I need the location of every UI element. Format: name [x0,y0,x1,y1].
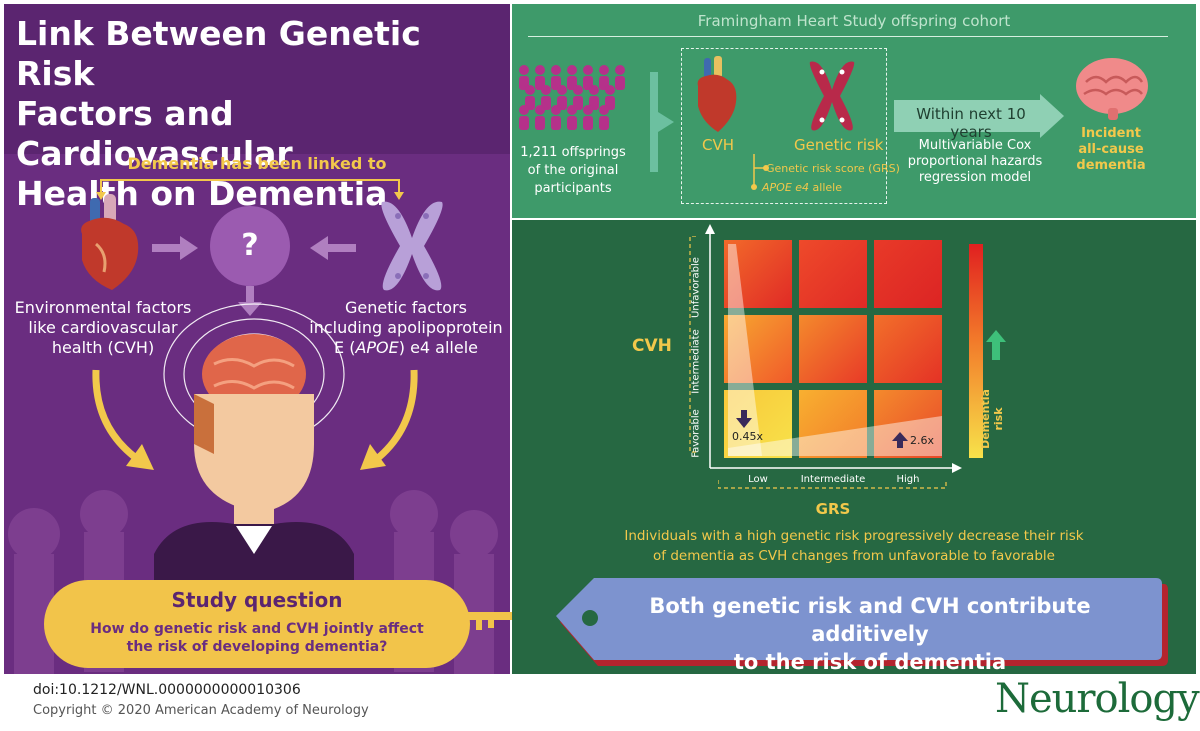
curved-arrow-left [92,369,154,470]
study-design-panel: Framingham Heart Study offspring cohort [512,4,1196,218]
up-arrow-icon [892,432,908,448]
heatmap-cell-high-favorable [874,390,942,458]
study-question-title: Study question [171,588,343,612]
y-tick-favorable: Favorable [690,409,702,458]
heart-icon-small [697,56,737,132]
linked-heading: Dementia has been linked to [4,154,510,173]
heatmap-cell-low-intermediate [724,315,792,383]
apoe-item-rest: allele [809,181,842,194]
heatmap-cell-low-favorable [724,390,792,458]
heart-icon [81,194,139,290]
left-panel: Link Between Genetic Risk Factors and Ca… [4,4,510,674]
model-text: Multivariable Cox proportional hazards r… [907,138,1043,185]
cohort-title: Framingham Heart Study offspring cohort [697,12,1011,30]
journal-name: Neurology [995,676,1200,722]
study-question-box: Study question How do genetic risk and C… [44,580,470,668]
heatmap-cell-high-unfavorable [874,240,942,308]
question-mark: ? [241,228,259,263]
y-tick-unfavorable: Unfavorable [690,257,702,318]
x-tick-low: Low [748,474,768,485]
heatmap-axes [705,224,962,473]
heatmap-cell-intermediate-intermediate [799,315,867,383]
participants-text: 1,211 offsprings of the original partici… [520,145,626,196]
chevron-divider [650,72,674,172]
genetic-risk-tree [751,154,769,190]
heatmap-cell-high-intermediate [874,315,942,383]
neurology-logo: Neurology® [995,676,1200,722]
heatmap-cell-intermediate-unfavorable [799,240,867,308]
arrow-down-icon [238,286,262,316]
cohort-divider [528,36,1168,37]
chromosome-icon-small [809,61,855,131]
arrow-left-icon [310,236,356,260]
cvh-label: CVH [702,136,735,154]
doi-text: doi:10.1212/WNL.0000000000010306 [33,682,301,698]
apoe-item: APOE e4 allele [762,181,842,194]
heatmap-cell-low-unfavorable [724,240,792,308]
genetic-label-post: ) e4 allele [398,338,478,357]
grs-bracket [718,480,947,489]
outcome-text: Incident all-cause dementia [1076,126,1146,173]
environmental-label: Environmental factors like cardiovascula… [14,298,192,357]
crowd-icon [519,65,625,130]
finding-text: Individuals with a high genetic risk pro… [624,528,1084,564]
copyright-text: Copyright © 2020 American Academy of Neu… [33,703,369,718]
conclusion-text: Both genetic risk and CVH contribute add… [649,594,1091,674]
down-arrow-icon [736,410,752,428]
cvh-bracket [689,236,696,453]
x-tick-intermediate: Intermediate [800,474,866,485]
risk-colorbar [969,244,983,458]
curved-arrow-right [360,369,418,470]
time-arrow-label: Within next 10 years [916,105,1026,141]
page-title: Link Between Genetic Risk Factors and Ca… [16,14,421,213]
time-arrow [894,94,1064,138]
colorbar-label: Dementia risk [979,389,1005,449]
genetic-label-apoe: APOE [355,338,399,357]
x-tick-high: High [896,474,920,485]
linked-heading-text: Dementia has been linked to [127,154,387,173]
registered-mark: ® [1199,687,1200,701]
y-axis-label: CVH [632,336,672,356]
chromosome-icon [381,201,443,291]
genetic-label-pre: Genetic factors including apolipoprotein… [309,298,503,357]
genetic-risk-label: Genetic risk [794,136,884,154]
apoe-item-italic: APOE e4 [762,181,810,194]
title-box [4,4,510,154]
grs-item: Genetic risk score (GRS) [766,162,900,175]
brain-icon [1076,58,1148,120]
exposure-box [681,48,887,204]
heatmap-cell-intermediate-favorable [799,390,867,458]
genetic-label: Genetic factors including apolipoprotein… [304,298,508,358]
study-question-text: How do genetic risk and CVH jointly affe… [90,621,424,655]
linked-bracket [96,179,404,200]
risk-up-arrow-icon [986,330,1006,360]
annotation-low-favorable: 0.45x [732,430,764,443]
arrow-right-icon [152,236,198,260]
person-brain-illustration [154,303,354,584]
y-tick-intermediate: Intermediate [690,329,702,394]
annotation-high-favorable: 2.6x [910,434,935,447]
x-axis-label: GRS [815,500,851,518]
trend-wedges [728,244,942,456]
question-circle: ? [210,206,290,286]
conclusion-tag [556,578,1162,660]
